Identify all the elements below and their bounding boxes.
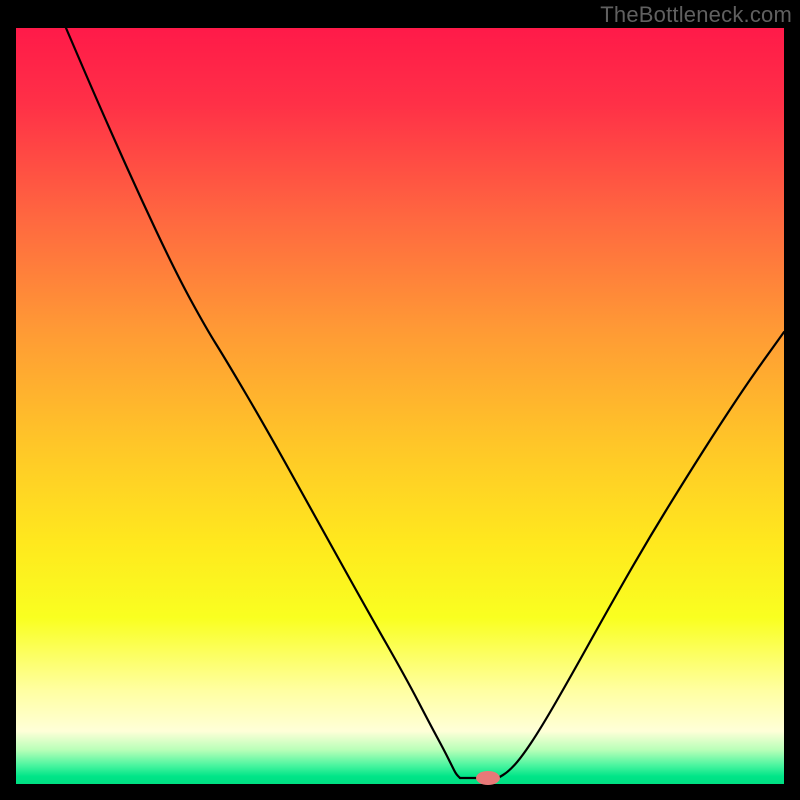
optimal-marker — [476, 771, 500, 785]
bottleneck-chart — [0, 0, 800, 800]
chart-container: { "watermark": { "text": "TheBottleneck.… — [0, 0, 800, 800]
chart-background — [16, 28, 784, 784]
watermark-text: TheBottleneck.com — [600, 2, 792, 28]
